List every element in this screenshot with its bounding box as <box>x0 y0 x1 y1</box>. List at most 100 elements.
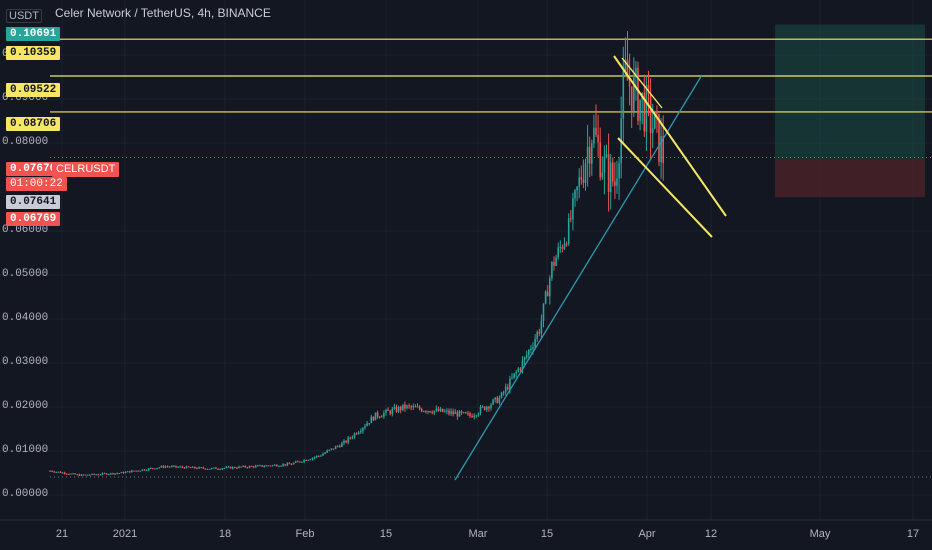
candle-body <box>483 406 486 410</box>
candle-body <box>152 468 154 470</box>
candle-body <box>257 465 259 467</box>
trend-drawings <box>454 55 727 481</box>
time-tick-label: Feb <box>295 528 315 540</box>
currency-label[interactable]: USDT <box>6 9 42 23</box>
candle-body <box>649 93 652 134</box>
candle-body <box>330 448 333 450</box>
candle-body <box>574 190 576 199</box>
chart-grid <box>0 0 932 521</box>
candle-body <box>662 136 664 163</box>
candle-body <box>402 404 404 410</box>
price-tag-last: 0.07670 <box>6 162 61 176</box>
candle-body <box>215 467 217 469</box>
candle-body <box>80 474 83 476</box>
time-tick-label: 21 <box>55 528 69 540</box>
candle-body <box>542 303 545 322</box>
candle-body <box>412 406 415 408</box>
candle-body <box>546 291 549 297</box>
candle-body <box>95 474 97 476</box>
candle-body <box>103 473 106 475</box>
candle-body <box>198 467 200 469</box>
price-tag-resistance: 0.08706 <box>6 117 61 131</box>
candle-body <box>540 321 543 334</box>
candle-body <box>145 470 148 472</box>
candle-body <box>368 423 370 425</box>
candle-body <box>196 468 198 470</box>
candle-body <box>217 468 219 470</box>
candle-body <box>156 467 158 469</box>
candle-body <box>118 473 121 475</box>
candle-body <box>347 437 349 443</box>
candle-body <box>200 467 202 469</box>
candle-body <box>591 143 593 164</box>
price-tick-label: 0.04000 <box>2 312 49 324</box>
candle-body <box>616 178 618 186</box>
candle-body <box>221 468 223 470</box>
candle-body <box>435 408 438 411</box>
candle-body <box>538 331 541 334</box>
candle-body <box>299 461 301 463</box>
candle-body <box>290 464 293 466</box>
candle-body <box>143 469 146 471</box>
candle-body <box>70 473 72 475</box>
candle-body <box>267 465 270 467</box>
candle-body <box>427 410 429 412</box>
candle-body <box>651 128 654 134</box>
candle-body <box>248 466 251 468</box>
candle-body <box>486 406 488 410</box>
candle-body <box>609 162 612 193</box>
candle-body <box>595 127 597 135</box>
candle-body <box>362 427 364 431</box>
candle-body <box>551 262 553 279</box>
candle-body <box>530 348 532 351</box>
wedge-lower-line <box>617 137 713 238</box>
candle-body <box>135 470 137 472</box>
candle-body <box>557 247 559 258</box>
candle-body <box>612 162 614 182</box>
candle-body <box>618 163 620 179</box>
candle-body <box>450 411 452 414</box>
candle-body <box>223 467 226 469</box>
candle-body <box>154 468 156 470</box>
candle-body <box>236 467 238 469</box>
support-trendline <box>454 74 703 481</box>
candle-body <box>341 443 343 447</box>
candle-body <box>614 181 616 186</box>
candle-body <box>660 136 662 163</box>
candle-body <box>229 466 232 469</box>
candle-body <box>91 473 93 475</box>
candle-body <box>593 127 595 144</box>
candle-body <box>288 463 291 465</box>
candle-body <box>452 411 454 415</box>
candle-body <box>225 466 228 468</box>
candle-body <box>72 473 74 475</box>
candle-body <box>360 430 362 433</box>
candle-body <box>273 464 276 466</box>
candle-body <box>51 470 53 472</box>
candle-body <box>303 459 305 462</box>
candle-body <box>448 410 450 414</box>
candle-body <box>280 465 282 467</box>
candle-body <box>269 465 272 467</box>
candle-body <box>376 412 379 417</box>
candle-body <box>473 415 475 418</box>
candle-body <box>183 467 186 469</box>
candle-body <box>231 466 234 469</box>
price-tick-label: 0.01000 <box>2 444 49 456</box>
candle-body <box>93 473 95 475</box>
candle-body <box>282 464 284 466</box>
candle-body <box>496 397 499 404</box>
candle-body <box>99 474 102 476</box>
candle-body <box>502 392 505 394</box>
candle-body <box>498 397 501 404</box>
candle-body <box>177 466 179 468</box>
candle-body <box>433 410 436 414</box>
candle-body <box>488 406 490 409</box>
candle-body <box>175 465 177 468</box>
candle-body <box>437 408 440 412</box>
candle-body <box>210 468 213 470</box>
candle-body <box>343 440 345 444</box>
candle-body <box>110 473 112 475</box>
candle-body <box>509 378 511 390</box>
